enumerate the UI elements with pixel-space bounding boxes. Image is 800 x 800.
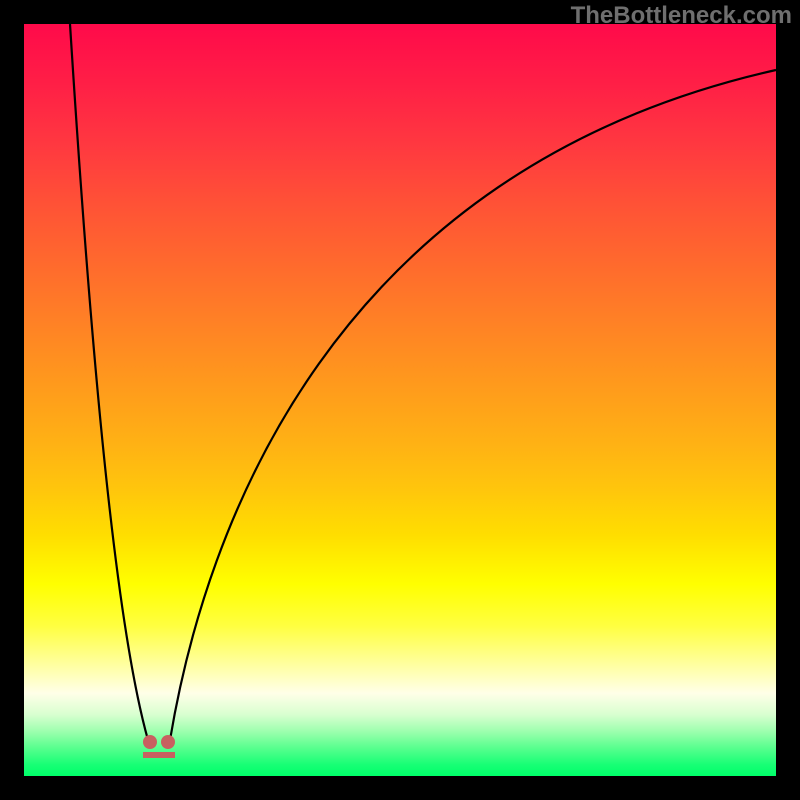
chart-container: TheBottleneck.com <box>0 0 800 800</box>
curve-layer <box>0 0 800 800</box>
left-curve <box>70 24 148 740</box>
right-curve <box>170 70 776 740</box>
watermark-text: TheBottleneck.com <box>571 2 792 30</box>
marker-left-lobe <box>143 735 157 749</box>
trough-marker <box>143 735 175 758</box>
marker-bridge <box>143 752 175 758</box>
marker-right-lobe <box>161 735 175 749</box>
